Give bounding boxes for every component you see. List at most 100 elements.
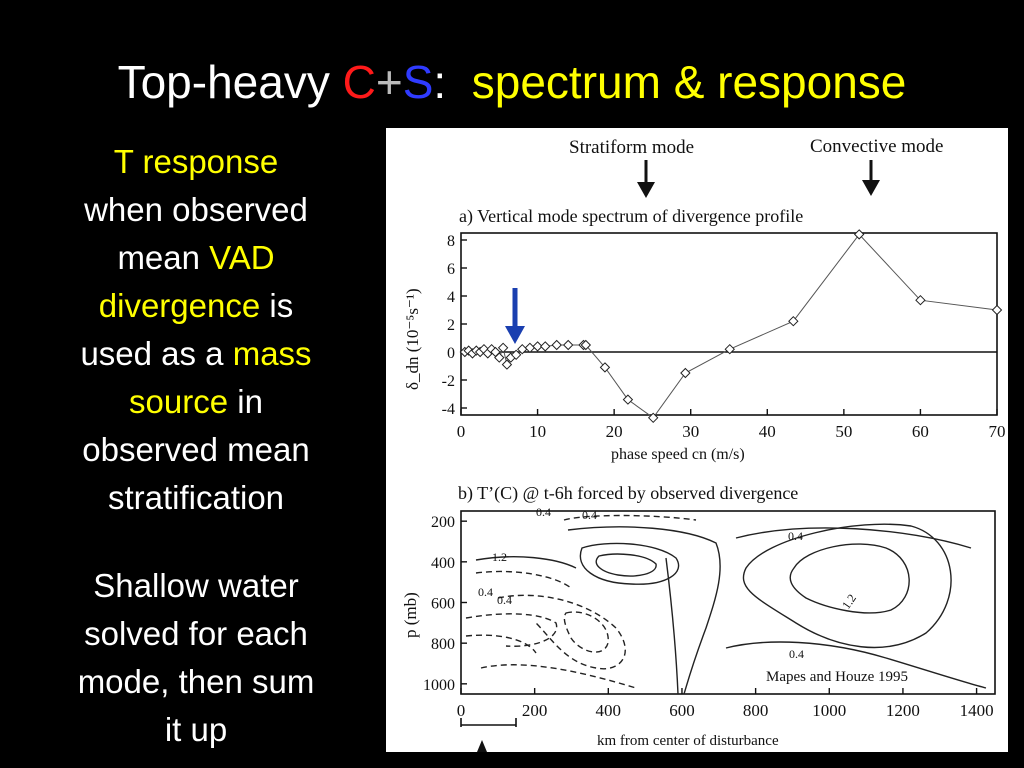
panel-a-x-axis: 0 10 20 30 40 50 60 70 xyxy=(457,409,1006,441)
data-point-marker xyxy=(853,229,865,240)
text-t-response: T response xyxy=(113,143,279,180)
y-tick-label: 1000 xyxy=(423,677,455,694)
contour-label: 0.4 xyxy=(536,505,551,519)
data-point-marker xyxy=(540,341,551,352)
data-point-marker xyxy=(991,304,1003,316)
y-tick-label: 8 xyxy=(447,233,455,250)
slide-title: Top-heavy C+S: spectrum & response xyxy=(0,52,1024,112)
contour-label: 0.4 xyxy=(582,508,597,522)
y-tick-label: 0 xyxy=(447,345,455,362)
data-point-marker xyxy=(551,339,562,351)
bottom-bracket xyxy=(460,718,517,752)
text-line-5a: used as a xyxy=(80,335,233,372)
panel-a-title: a) Vertical mode spectrum of divergence … xyxy=(459,206,803,227)
title-part2: spectrum & response xyxy=(471,56,907,108)
text-p2-line-2: solved for each xyxy=(84,615,308,652)
data-point-marker xyxy=(494,352,505,363)
panel-a-xlabel: phase speed cn (m/s) xyxy=(611,446,745,463)
citation: Mapes and Houze 1995 xyxy=(766,669,908,685)
x-tick-label: 20 xyxy=(606,422,623,441)
x-tick-label: 10 xyxy=(529,422,546,441)
y-tick-label: 600 xyxy=(431,596,455,613)
convective-arrow-icon xyxy=(862,160,880,196)
data-point-marker xyxy=(788,315,799,327)
title-part1: Top-heavy xyxy=(117,56,343,108)
title-colon: : xyxy=(433,56,447,108)
text-p2-line-3: mode, then sum xyxy=(77,663,315,700)
panel-a-y-axis: -4 -2 0 2 4 6 8 xyxy=(442,233,467,418)
x-tick-label: 70 xyxy=(989,422,1006,441)
x-tick-label: 0 xyxy=(457,422,466,441)
highlight-arrow-icon xyxy=(505,288,525,344)
y-tick-label: -4 xyxy=(442,401,455,418)
title-plus: + xyxy=(375,56,403,108)
figure-svg: Stratiform mode Convective mode a) Verti… xyxy=(401,136,1006,752)
data-point-marker xyxy=(532,341,543,352)
title-s: S xyxy=(402,56,434,108)
y-tick-label: 200 xyxy=(431,514,455,531)
text-source: source xyxy=(129,383,229,420)
x-tick-label: 1400 xyxy=(960,701,994,720)
stratiform-arrow-icon xyxy=(637,160,655,198)
panel-a-series-line xyxy=(464,233,998,419)
data-point-marker xyxy=(562,339,574,351)
left-text-block: T response when observed mean VAD diverg… xyxy=(40,138,352,754)
x-tick-label: 1200 xyxy=(886,701,920,720)
data-point-marker xyxy=(580,339,592,351)
panel-b-title: b) T’(C) @ t-6h forced by observed diver… xyxy=(458,483,798,504)
data-point-marker xyxy=(510,349,522,361)
data-point-marker xyxy=(599,362,611,373)
data-point-marker xyxy=(915,294,926,306)
data-point-marker xyxy=(622,394,634,405)
x-tick-label: 50 xyxy=(835,422,852,441)
text-line-6b: in xyxy=(228,383,263,420)
text-p2-line-1: Shallow water xyxy=(93,567,299,604)
y-tick-label: 6 xyxy=(447,261,455,278)
contour-label: 0.4 xyxy=(497,593,512,607)
x-tick-label: 600 xyxy=(669,701,695,720)
x-tick-label: 60 xyxy=(912,422,929,441)
y-tick-label: -2 xyxy=(442,373,455,390)
x-tick-label: 30 xyxy=(682,422,699,441)
scanned-figure: Stratiform mode Convective mode a) Verti… xyxy=(386,128,1008,752)
y-tick-label: 2 xyxy=(447,317,455,334)
stratiform-mode-label: Stratiform mode xyxy=(569,137,694,158)
title-c: C xyxy=(342,56,376,108)
panel-b-y-axis: 200 400 600 800 1000 xyxy=(423,514,467,694)
data-point-marker xyxy=(680,367,691,379)
text-line-8: stratification xyxy=(107,479,285,516)
text-line-3a: mean xyxy=(117,239,210,276)
text-line-4b: is xyxy=(260,287,294,324)
x-tick-label: 40 xyxy=(759,422,776,441)
contour-label: 0.4 xyxy=(789,647,804,661)
contour-label: 1.2 xyxy=(492,550,507,564)
contour-label: 0.4 xyxy=(478,585,493,599)
text-vad: VAD xyxy=(209,239,275,276)
text-mass: mass xyxy=(232,335,312,372)
text-line-2: when observed xyxy=(84,191,308,228)
text-line-7: observed mean xyxy=(82,431,310,468)
panel-b-ylabel: p (mb) xyxy=(401,592,420,638)
data-point-marker xyxy=(497,342,509,354)
y-tick-label: 4 xyxy=(447,289,455,306)
contour-label: 1.2 xyxy=(839,591,859,611)
x-tick-label: 1000 xyxy=(812,701,846,720)
text-divergence: divergence xyxy=(98,287,261,324)
y-tick-label: 800 xyxy=(431,636,455,653)
contour-label: 0.4 xyxy=(788,529,803,543)
panel-b-xlabel: km from center of disturbance xyxy=(597,733,779,749)
panel-b-contours xyxy=(465,514,987,695)
x-tick-label: 800 xyxy=(743,701,769,720)
x-tick-label: 200 xyxy=(522,701,548,720)
convective-mode-label: Convective mode xyxy=(810,136,944,157)
data-point-marker xyxy=(524,342,536,354)
panel-b-x-axis: 0 200 400 600 800 1000 1200 1400 xyxy=(457,688,994,720)
data-point-marker xyxy=(724,343,735,355)
x-tick-label: 400 xyxy=(596,701,622,720)
data-point-marker xyxy=(647,412,659,424)
panel-a-ylabel: δ_dn (10⁻⁵s⁻¹) xyxy=(403,288,422,390)
panel-a-frame xyxy=(460,232,998,416)
y-tick-label: 400 xyxy=(431,555,455,572)
data-point-marker xyxy=(501,359,513,370)
x-tick-label: 0 xyxy=(457,701,466,720)
